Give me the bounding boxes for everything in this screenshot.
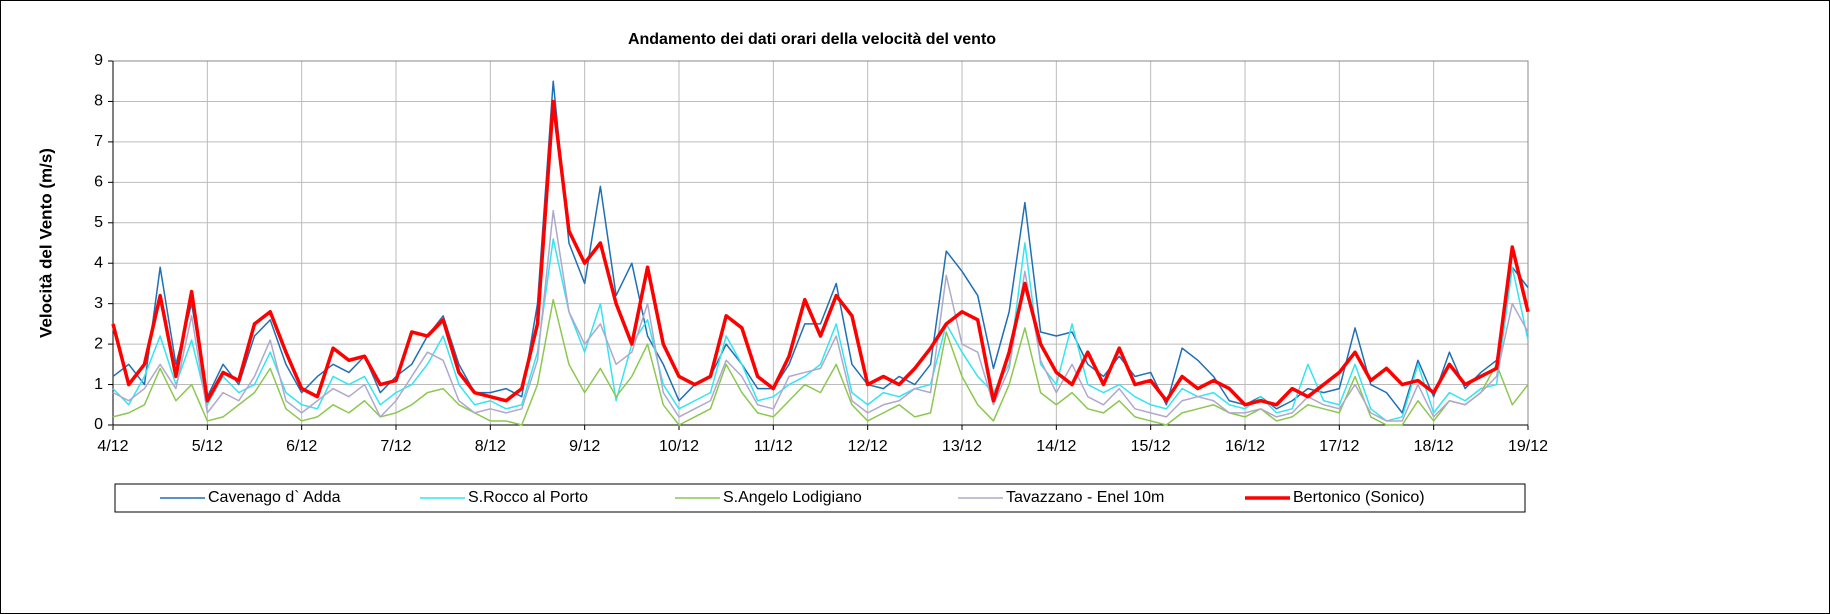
x-tick-label: 12/12: [848, 438, 888, 455]
x-tick-label: 16/12: [1225, 438, 1265, 455]
legend-label: S.Rocco al Porto: [468, 489, 588, 506]
y-tick-label: 9: [94, 52, 103, 69]
x-tick-label: 14/12: [1036, 438, 1076, 455]
legend-label: Bertonico (Sonico): [1293, 489, 1425, 506]
x-tick-label: 4/12: [97, 438, 128, 455]
series-line: [112, 80, 1529, 414]
x-tick-label: 10/12: [659, 438, 699, 455]
y-tick-label: 3: [94, 295, 103, 312]
y-tick-label: 7: [94, 133, 103, 150]
x-tick-label: 11/12: [754, 438, 793, 455]
chart-title: Andamento dei dati orari della velocità …: [628, 31, 996, 48]
series-line: [112, 238, 1529, 422]
series-line: [112, 209, 1529, 422]
y-tick-label: 6: [94, 174, 103, 191]
x-tick-label: 5/12: [192, 438, 223, 455]
y-tick-label: 8: [94, 93, 103, 110]
x-tick-label: 18/12: [1414, 438, 1454, 455]
y-tick-label: 5: [94, 214, 103, 231]
x-tick-label: 15/12: [1131, 438, 1171, 455]
series-line: [112, 298, 1529, 426]
y-tick-label: 0: [94, 416, 103, 433]
legend-label: Tavazzano - Enel 10m: [1006, 489, 1164, 506]
y-axis-label: Velocità del Vento (m/s): [36, 148, 55, 338]
x-tick-label: 17/12: [1319, 438, 1359, 455]
x-tick-label: 9/12: [569, 438, 600, 455]
x-tick-label: 6/12: [286, 438, 317, 455]
y-tick-label: 1: [94, 376, 103, 393]
legend-label: S.Angelo Lodigiano: [723, 489, 862, 506]
x-tick-label: 8/12: [475, 438, 506, 455]
x-tick-label: 19/12: [1508, 438, 1548, 455]
series-line: [111, 99, 1530, 407]
x-tick-label: 7/12: [380, 438, 411, 455]
x-tick-label: 13/12: [942, 438, 982, 455]
legend-label: Cavenago d` Adda: [208, 489, 341, 506]
y-tick-label: 4: [94, 254, 103, 271]
y-tick-label: 2: [94, 335, 103, 352]
